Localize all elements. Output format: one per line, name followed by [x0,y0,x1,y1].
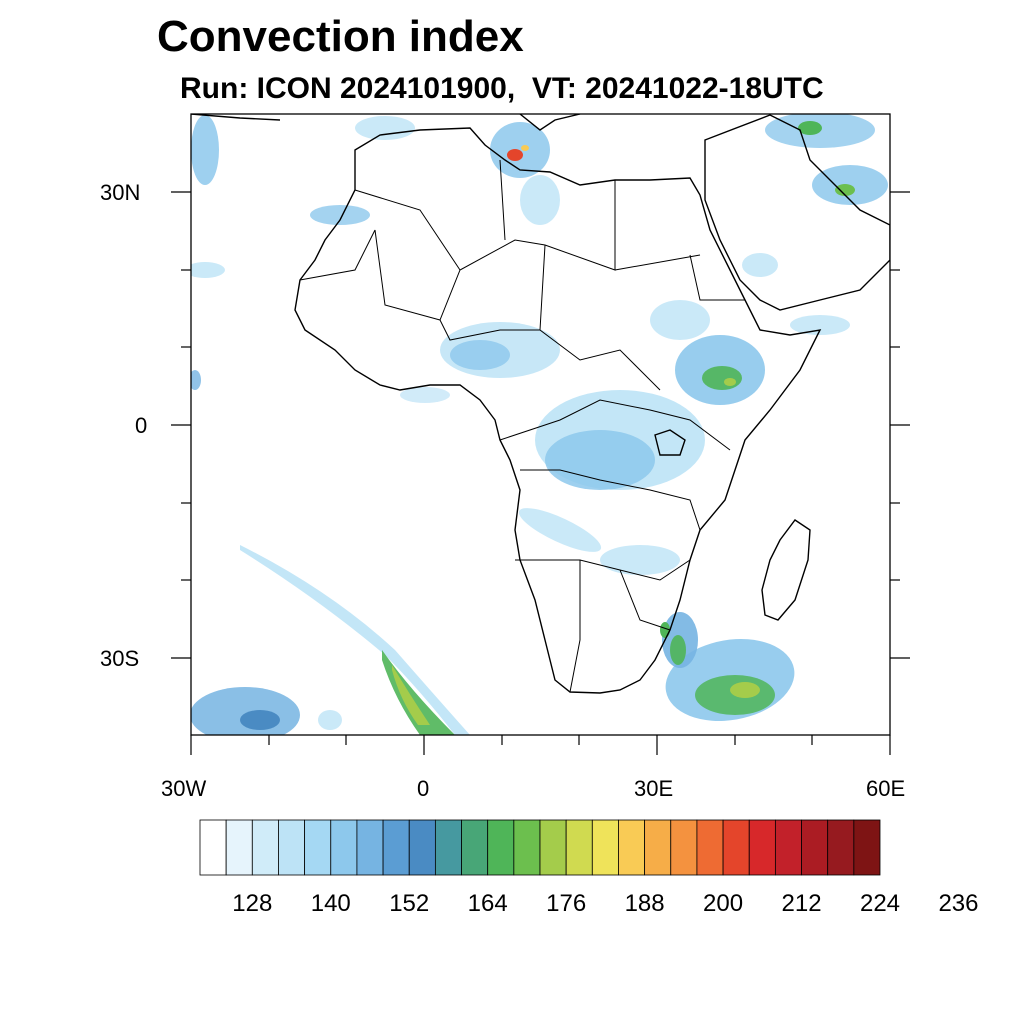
colorbar-swatch [225,819,253,876]
colorbar-swatch [461,819,489,876]
lon-label-0: 0 [417,776,430,801]
colorbar-tick-label: 188 [625,890,665,917]
colorbar-swatch [408,819,436,876]
colorbar-tick-label: 140 [311,890,351,917]
colorbar-swatch [487,819,515,876]
lat-label-equator: 0 [135,413,148,438]
colorbar-swatch [591,819,619,876]
colorbar-tick-label: 212 [782,890,822,917]
colorbar-swatch [618,819,646,876]
lat-label-30s: 30S [100,646,140,671]
colorbar-swatch [565,819,593,876]
iberia-coast [191,114,281,121]
lat-label-30n: 30N [100,180,141,205]
colorbar-tick-label: 176 [546,890,586,917]
europe-coast [519,114,581,131]
lon-label-30w: 30W [161,776,207,801]
colorbar-swatch [748,819,776,876]
map-title: Convection index [157,12,524,61]
coastline-and-borders [191,114,890,694]
colorbar-tick-label: 164 [468,890,508,917]
colorbar-swatch [382,819,410,876]
colorbar-swatch [722,819,750,876]
colorbar-swatch [434,819,462,876]
colorbar-swatch [853,819,881,876]
colorbar-swatch [670,819,698,876]
colorbar-tick-label: 128 [232,890,272,917]
colorbar-swatch [251,819,279,876]
colorbar-swatch [827,819,855,876]
colorbar-tick-label: 224 [860,890,900,917]
colorbar-swatch [278,819,306,876]
colorbar-swatch [801,819,829,876]
colorbar-swatch [513,819,541,876]
lake-victoria [654,429,686,456]
colorbar-swatch [539,819,567,876]
madagascar [761,519,811,621]
colorbar-tick-label: 200 [703,890,743,917]
colorbar-swatch [696,819,724,876]
colorbar-tick-label: 236 [938,890,978,917]
colorbar-swatch [304,819,332,876]
colorbar-swatch [199,819,227,876]
map-subtitle: Run: ICON 2024101900, VT: 20241022-18UTC [180,72,824,105]
axis-ticks [171,191,910,755]
convection-field [191,114,888,735]
border-lines [299,159,745,693]
lon-label-60e: 60E [866,776,906,801]
colorbar-swatch [774,819,802,876]
colorbar-tick-label: 152 [389,890,429,917]
africa-coastline [294,127,822,694]
lon-label-30e: 30E [634,776,674,801]
colorbar-swatch [330,819,358,876]
colorbar-swatch [644,819,672,876]
colorbar: 128 140 152 164 176 188 200 212 224 236 [199,819,978,917]
arabia [704,114,890,311]
colorbar-swatch [356,819,384,876]
